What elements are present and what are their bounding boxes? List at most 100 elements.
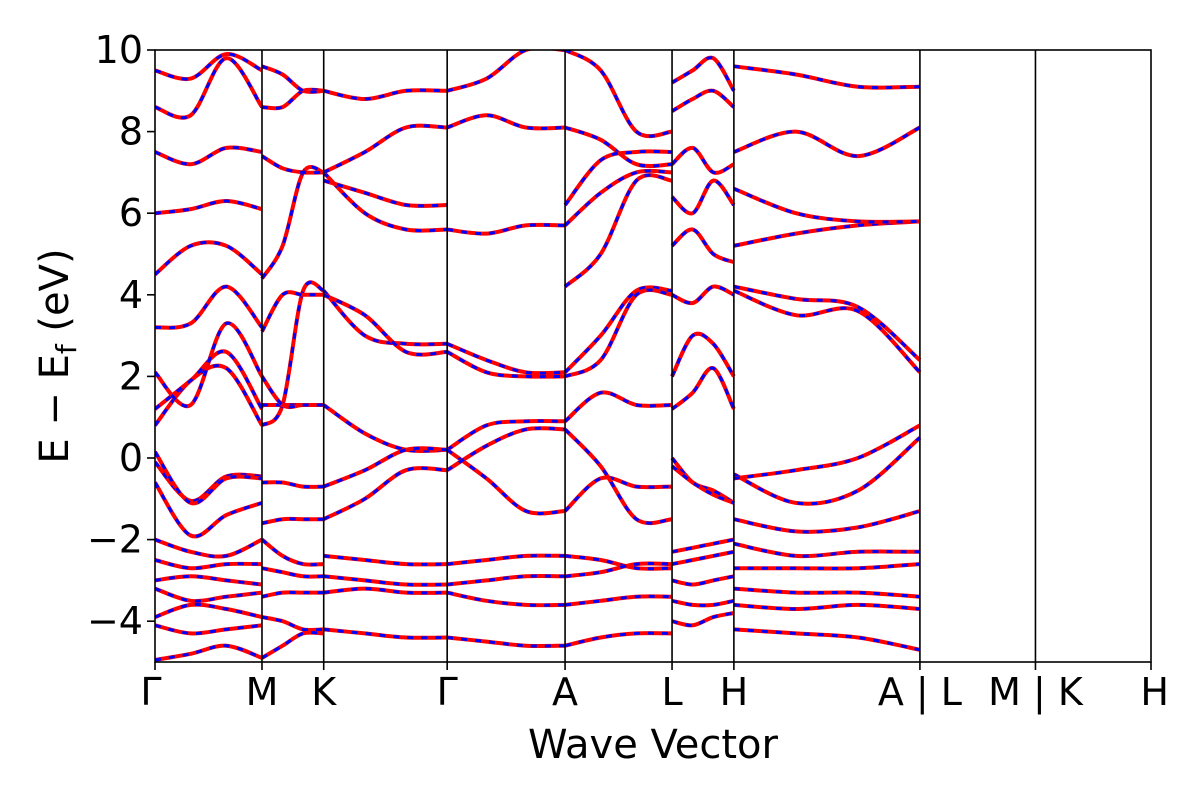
band-6-6-series-1 <box>733 126 921 158</box>
band-2-3-series-1 <box>323 446 448 488</box>
x-tick-label-9: H <box>1140 670 1169 714</box>
band-2-0-series-1 <box>322 289 448 346</box>
band-4-8-series-0 <box>563 173 673 289</box>
band-6-5-series-0 <box>733 186 920 224</box>
band-0-7-series-1 <box>155 199 263 215</box>
band-3-6-series-1 <box>446 113 566 130</box>
band-4-4-series-1 <box>564 428 673 525</box>
band-4-13-series-0 <box>563 149 673 207</box>
y-axis-label: E − Ef (eV) <box>32 248 83 463</box>
band-2-4-series-0 <box>322 466 448 521</box>
band-2-12-series-1 <box>323 179 448 208</box>
band-3-11-series-1 <box>447 636 566 648</box>
band-0-5-series-1 <box>155 285 264 330</box>
band-6-8-series-0 <box>733 509 921 534</box>
band-0-9-series-1 <box>155 56 264 120</box>
band-4-12-series-0 <box>564 631 673 648</box>
band-0-17-series-1 <box>155 623 263 635</box>
band-2-2-series-1 <box>322 403 448 453</box>
band-3-1-series-1 <box>446 350 566 379</box>
band-4-9-series-1 <box>564 554 673 571</box>
band-5-0-series-0 <box>670 331 736 378</box>
band-0-16-series-1 <box>155 603 263 619</box>
band-4-7-series-0 <box>564 50 673 139</box>
band-1-6-series-1 <box>261 480 324 489</box>
band-6-0-series-0 <box>733 436 922 506</box>
y-tick-label-6: −2 <box>87 518 143 562</box>
band-2-4-series-1 <box>323 466 448 521</box>
band-4-13-series-1 <box>563 149 673 206</box>
band-1-14-series-1 <box>261 64 324 94</box>
band-2-6-series-0 <box>322 123 448 175</box>
band-6-6-series-0 <box>733 125 921 159</box>
band-6-3-series-1 <box>733 285 921 362</box>
band-6-7-series-1 <box>733 64 920 90</box>
band-1-13-series-1 <box>260 375 324 409</box>
band-6-12-series-1 <box>733 603 921 611</box>
band-4-12-series-1 <box>564 631 673 648</box>
band-3-2-series-0 <box>446 418 566 452</box>
x-axis-label: Wave Vector <box>528 722 779 768</box>
y-tick-label-0: 10 <box>95 28 143 72</box>
y-tick-label-1: 8 <box>119 110 143 154</box>
band-6-10-series-1 <box>733 562 921 570</box>
band-6-1-series-0 <box>733 423 921 481</box>
band-0-18-series-1 <box>155 644 263 662</box>
band-0-11-series-1 <box>155 481 263 538</box>
band-5-14-series-1 <box>671 611 735 627</box>
x-tick-label-3: Γ <box>437 670 458 714</box>
band-6-1-series-1 <box>733 424 921 480</box>
band-6-3-series-0 <box>733 284 922 362</box>
band-4-7-series-1 <box>564 50 673 138</box>
band-3-5-series-1 <box>447 223 566 236</box>
band-5-10-series-1 <box>671 538 735 554</box>
plot-frame <box>154 49 1152 663</box>
band-1-12-series-0 <box>260 630 324 660</box>
band-0-1-series-1 <box>155 451 263 505</box>
band-4-4-series-0 <box>563 428 673 526</box>
band-4-3-series-0 <box>563 475 673 513</box>
band-1-12-series-1 <box>261 631 324 660</box>
x-tick-label-5: L <box>661 670 682 714</box>
band-5-6-series-1 <box>670 179 736 215</box>
band-5-0-series-1 <box>670 332 736 378</box>
x-tick-label-4: A <box>552 670 578 714</box>
band-0-4-series-1 <box>155 321 264 408</box>
band-2-11-series-1 <box>323 627 448 640</box>
band-1-4-series-0 <box>260 154 324 175</box>
band-1-2-series-1 <box>260 290 324 333</box>
band-1-9-series-1 <box>261 566 324 579</box>
band-4-0-series-1 <box>564 285 673 374</box>
band-4-6-series-1 <box>564 126 673 168</box>
band-3-4-series-0 <box>446 426 566 472</box>
band-3-0-series-1 <box>446 342 566 375</box>
band-3-7-series-1 <box>446 50 566 93</box>
band-6-2-series-1 <box>733 289 921 374</box>
band-4-5-series-0 <box>563 168 673 227</box>
x-tick-label-0: Γ <box>140 670 161 714</box>
band-4-11-series-1 <box>564 594 673 607</box>
band-5-2-series-0 <box>670 456 735 505</box>
band-5-9-series-0 <box>671 55 736 92</box>
y-tick-label-2: 6 <box>119 191 143 235</box>
band-6-8-series-1 <box>733 509 921 534</box>
y-tick-label-4: 2 <box>119 354 143 398</box>
band-2-10-series-1 <box>323 587 448 595</box>
band-0-12-series-1 <box>155 538 263 559</box>
band-6-11-series-1 <box>733 587 921 599</box>
band-4-8-series-1 <box>564 173 673 288</box>
band-4-1-series-1 <box>564 288 673 378</box>
x-tick-label-6: H <box>720 670 749 714</box>
band-3-0-series-0 <box>446 341 566 376</box>
band-1-0-series-0 <box>260 280 325 428</box>
y-tick-label-7: −4 <box>87 599 143 643</box>
band-2-1-series-1 <box>323 293 448 357</box>
x-tick-label-2: K <box>311 670 337 714</box>
band-5-8-series-0 <box>670 88 736 113</box>
band-1-11-series-1 <box>261 615 324 632</box>
band-3-9-series-1 <box>447 574 566 586</box>
band-2-9-series-1 <box>323 574 448 587</box>
band-1-7-series-1 <box>261 517 324 525</box>
